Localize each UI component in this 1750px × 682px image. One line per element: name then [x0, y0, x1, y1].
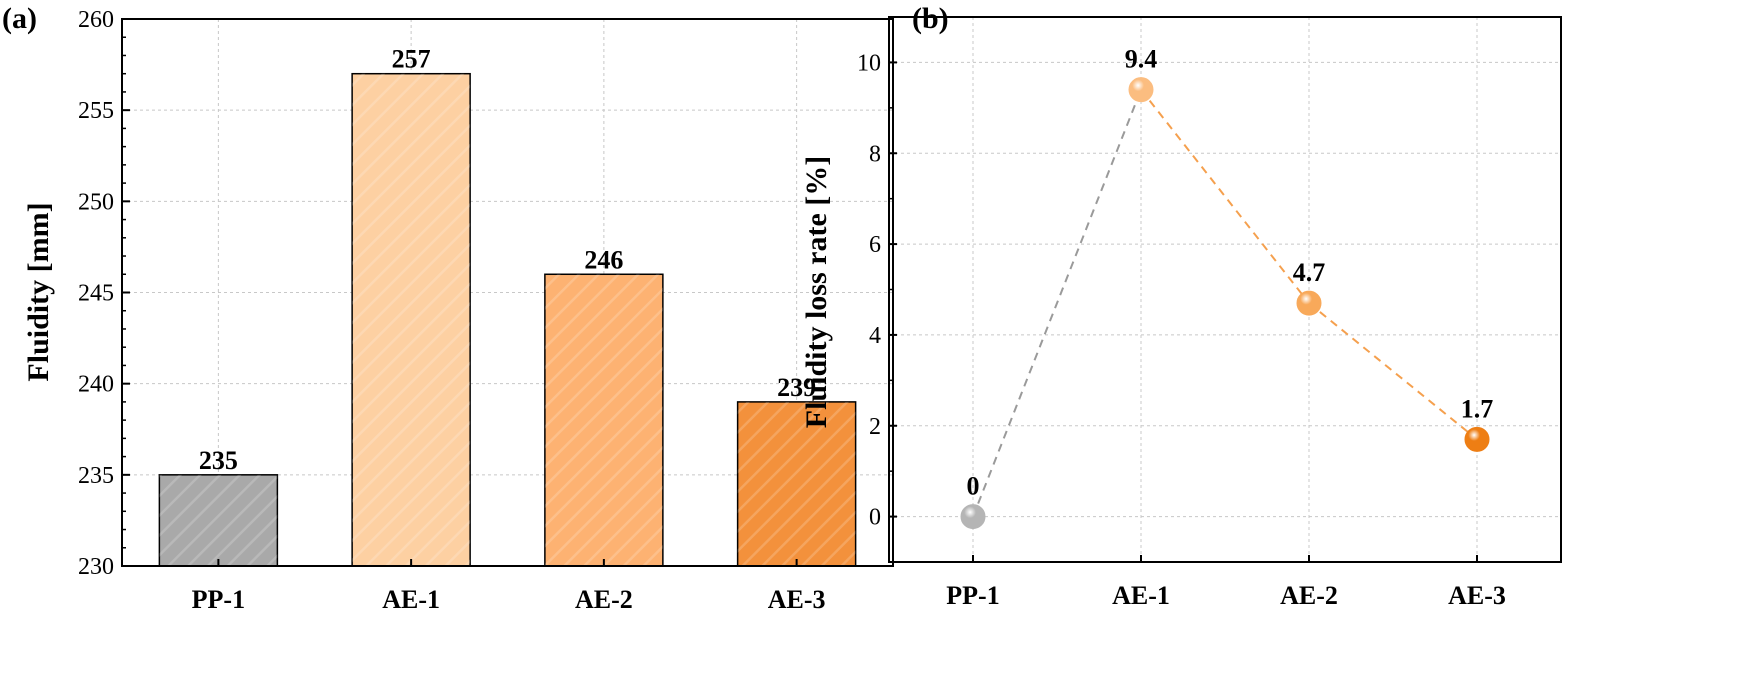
bar-hatch	[352, 73, 471, 566]
x-tick-label: AE-3	[768, 585, 826, 614]
y-tick-label: 260	[78, 7, 114, 33]
panel-a-y-axis-label: Fluidity [mm]	[22, 202, 55, 381]
data-label: 1.7	[1461, 394, 1494, 423]
panel-b-y-axis-label: Fluidity loss rate [%]	[800, 156, 833, 428]
panel-a-axes-frame	[121, 18, 894, 567]
panel-b-x-ticks: PP-1 AE-1 AE-2 AE-3	[946, 555, 1506, 610]
point-ae-2	[1296, 290, 1322, 316]
point-ae-1	[1128, 77, 1154, 103]
panel-b-label: (b)	[912, 2, 949, 35]
y-tick-label: 255	[78, 98, 114, 124]
bar-hatch	[544, 274, 663, 566]
y-tick-label: 2	[869, 414, 881, 440]
y-tick-label: 4	[869, 323, 881, 349]
panel-a-label: (a)	[2, 2, 37, 35]
y-tick-label: 6	[869, 232, 881, 258]
bar-hatch	[737, 401, 856, 566]
panel-b-y-ticks: 0 2 4 6 8 10	[857, 16, 897, 563]
panel-a-bars	[158, 72, 857, 567]
data-label: 257	[392, 45, 431, 74]
series-segment	[1140, 89, 1310, 304]
x-tick-label: AE-2	[1280, 581, 1338, 610]
data-label: 239	[777, 373, 816, 402]
x-tick-label: AE-3	[1448, 581, 1506, 610]
y-tick-label: 235	[78, 463, 114, 489]
x-tick-label: AE-1	[382, 585, 440, 614]
series-segment	[972, 89, 1142, 517]
y-tick-label: 245	[78, 281, 114, 307]
x-tick-label: PP-1	[192, 585, 245, 614]
panel-b-series-line	[972, 89, 1478, 517]
panel-a-y-ticks: 230 235 240 245 250 255 260	[78, 7, 130, 580]
x-tick-label: AE-2	[575, 585, 633, 614]
y-tick-label: 10	[857, 50, 881, 76]
data-label: 4.7	[1293, 258, 1326, 287]
x-tick-label: PP-1	[946, 581, 999, 610]
bar-hatch	[159, 474, 278, 566]
panel-b-grid	[889, 17, 1561, 562]
panel-a-x-ticks: PP-1 AE-1 AE-2 AE-3	[192, 559, 826, 614]
y-tick-label: 250	[78, 189, 114, 215]
data-label: 246	[584, 245, 623, 274]
panel-b-axes-frame	[888, 16, 1562, 563]
panel-b-data-labels: 0 9.4 4.7 1.7	[967, 45, 1494, 501]
point-ae-3	[1464, 426, 1490, 452]
x-tick-label: AE-1	[1112, 581, 1170, 610]
y-tick-label: 240	[78, 372, 114, 398]
point-pp-1	[960, 504, 986, 530]
data-label: 0	[967, 472, 980, 501]
y-tick-label: 0	[869, 505, 881, 531]
panel-a-data-labels: 235 257 246 239	[199, 45, 816, 475]
y-tick-label: 8	[869, 141, 881, 167]
data-label: 235	[199, 446, 238, 475]
series-segment	[1308, 302, 1478, 441]
data-label: 9.4	[1125, 45, 1158, 74]
y-tick-label: 230	[78, 554, 114, 580]
panel-b-points	[960, 77, 1490, 530]
